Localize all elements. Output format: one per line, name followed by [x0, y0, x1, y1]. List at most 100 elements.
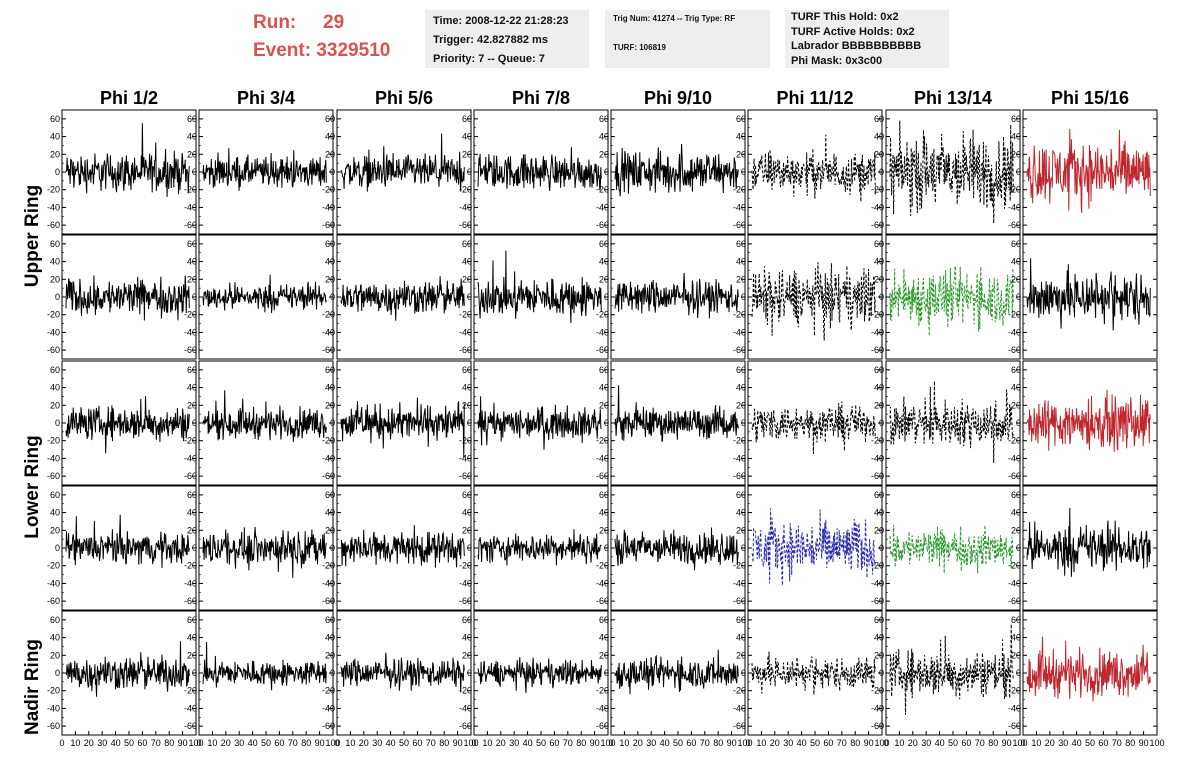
y-tick-label: 20 — [599, 274, 609, 284]
y-tick-label: 20 — [187, 650, 197, 660]
y-tick-label: 60 — [462, 490, 472, 500]
x-tick-label: 20 — [633, 738, 643, 748]
y-tick-label: 40 — [50, 633, 60, 643]
waveform-trace — [889, 265, 1014, 336]
x-tick-label: 10 — [207, 738, 217, 748]
run-label-text: Run: — [253, 12, 297, 33]
column-header: Phi 3/4 — [237, 88, 295, 108]
waveform-trace — [477, 529, 602, 566]
y-tick-label: -20 — [322, 310, 335, 320]
y-tick-label: 20 — [736, 149, 746, 159]
y-tick-label: 20 — [462, 274, 472, 284]
y-tick-label: -40 — [871, 327, 884, 337]
y-tick-label: 60 — [50, 239, 60, 249]
y-tick-label: -40 — [733, 453, 746, 463]
waveform-panel: -60 -40 -20 0 20 40 60 — [47, 234, 197, 360]
x-tick-label: 60 — [823, 738, 833, 748]
x-tick-label: 10 — [482, 738, 492, 748]
y-tick-label: 0 — [467, 292, 472, 302]
y-tick-label: -20 — [871, 686, 884, 696]
turf-hold-text: TURF This Hold: 0x2 — [791, 11, 899, 23]
y-tick-label: 0 — [192, 418, 197, 428]
x-tick-label: 50 — [124, 738, 134, 748]
y-tick-label: -40 — [596, 327, 609, 337]
y-tick-label: 40 — [736, 383, 746, 393]
y-tick-label: 60 — [50, 114, 60, 124]
y-tick-label: -60 — [47, 471, 60, 481]
y-tick-label: -40 — [733, 202, 746, 212]
y-tick-label: -40 — [1008, 703, 1021, 713]
y-tick-label: 40 — [736, 132, 746, 142]
y-tick-label: -20 — [733, 561, 746, 571]
y-tick-label: 0 — [879, 292, 884, 302]
x-tick-label: 20 — [496, 738, 506, 748]
y-tick-label: 20 — [187, 525, 197, 535]
y-tick-label: -20 — [459, 686, 472, 696]
y-tick-label: 20 — [50, 525, 60, 535]
y-tick-label: -20 — [184, 436, 197, 446]
y-tick-label: -20 — [1008, 436, 1021, 446]
y-tick-label: -60 — [459, 345, 472, 355]
y-tick-label: -60 — [184, 721, 197, 731]
waveform-panel: -60 -40 -20 0 20 40 60 — [733, 234, 883, 360]
x-tick-label: 100 — [1149, 738, 1164, 748]
waveform-panel: -60 -40 -20 0 20 40 60 — [184, 360, 334, 486]
y-tick-label: 40 — [874, 633, 884, 643]
x-tick-label: 60 — [274, 738, 284, 748]
waveform-trace — [614, 143, 739, 197]
x-tick-label: 100 — [325, 738, 340, 748]
y-tick-label: -20 — [47, 561, 60, 571]
y-tick-label: 40 — [599, 633, 609, 643]
waveform-panel: -60 -40 -20 0 20 40 60 — [184, 610, 334, 736]
x-tick-label: 60 — [961, 738, 971, 748]
y-tick-label: -60 — [322, 345, 335, 355]
waveform-panel: -60 -40 -20 0 20 40 60 — [871, 234, 1021, 360]
y-tick-label: -40 — [871, 578, 884, 588]
y-tick-label: 60 — [874, 615, 884, 625]
y-tick-label: 60 — [874, 114, 884, 124]
time-text: Time: 2008-12-22 21:28:23 — [433, 15, 569, 27]
y-tick-label: 60 — [50, 490, 60, 500]
x-tick-label: 50 — [536, 738, 546, 748]
column-header: Phi 1/2 — [100, 88, 158, 108]
y-tick-label: 0 — [1016, 418, 1021, 428]
waveform-trace — [1026, 389, 1151, 452]
y-tick-label: 0 — [1016, 668, 1021, 678]
y-tick-label: 40 — [736, 508, 746, 518]
y-tick-label: -40 — [459, 453, 472, 463]
y-tick-label: 60 — [50, 365, 60, 375]
waveform-panel: -60 -40 -20 0 20 40 60 — [47, 485, 197, 611]
y-tick-label: 20 — [874, 650, 884, 660]
y-tick-label: -20 — [459, 436, 472, 446]
y-tick-label: 20 — [736, 525, 746, 535]
x-tick-label: 90 — [1139, 738, 1149, 748]
y-tick-label: -60 — [322, 721, 335, 731]
y-tick-label: 20 — [599, 525, 609, 535]
y-tick-label: 0 — [741, 668, 746, 678]
waveform-trace — [202, 641, 327, 691]
y-tick-label: -20 — [47, 185, 60, 195]
y-tick-label: -20 — [184, 686, 197, 696]
y-tick-label: -20 — [459, 310, 472, 320]
x-tick-label: 80 — [713, 738, 723, 748]
x-tick-label: 20 — [84, 738, 94, 748]
waveform-panel: -60 -40 -20 0 20 40 60 — [871, 485, 1021, 611]
y-tick-label: 60 — [187, 490, 197, 500]
y-tick-label: -60 — [596, 721, 609, 731]
y-tick-label: -20 — [733, 310, 746, 320]
y-tick-label: 60 — [462, 365, 472, 375]
y-tick-label: 0 — [192, 543, 197, 553]
y-tick-label: -60 — [47, 220, 60, 230]
waveform-panel: -60 -40 -20 0 20 40 60 — [47, 360, 197, 486]
y-tick-label: 60 — [874, 239, 884, 249]
x-tick-label: 70 — [426, 738, 436, 748]
y-tick-label: 40 — [50, 383, 60, 393]
run-label: Run: 29 — [253, 12, 344, 34]
waveform-trace — [340, 652, 465, 693]
waveform-trace — [751, 134, 876, 202]
waveform-trace — [614, 527, 739, 571]
y-tick-label: 40 — [187, 132, 197, 142]
x-tick-label: 40 — [660, 738, 670, 748]
waveform-panel: -60 -40 -20 0 20 40 60 — [596, 485, 746, 611]
y-tick-label: 40 — [874, 132, 884, 142]
